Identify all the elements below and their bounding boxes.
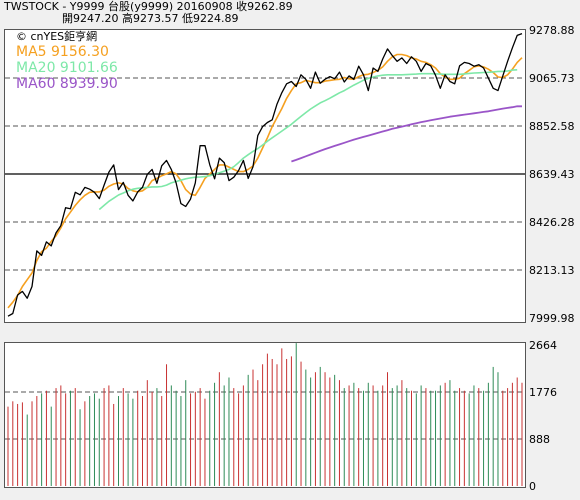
price-tick-label: 7999.98 bbox=[529, 312, 575, 325]
header-ohlc: 開9247.20 高9273.57 低9224.89 bbox=[62, 12, 239, 25]
volume-tick-label: 2664 bbox=[529, 339, 557, 352]
legend-ma60: MA60 8939.90 bbox=[16, 76, 118, 92]
price-tick-label: 8639.43 bbox=[529, 168, 575, 181]
volume-tick-label: 888 bbox=[529, 433, 550, 446]
price-tick-label: 9278.88 bbox=[529, 24, 575, 37]
series-ma20-line bbox=[98, 69, 518, 211]
volume-panel bbox=[4, 342, 526, 488]
legend-ma20: MA20 9101.66 bbox=[16, 60, 118, 76]
series-close-line bbox=[7, 32, 523, 317]
price-tick-label: 8426.28 bbox=[529, 216, 575, 229]
price-tick-label: 9065.73 bbox=[529, 72, 575, 85]
price-tick-label: 8213.13 bbox=[529, 264, 575, 277]
legend-ma5: MA5 9156.30 bbox=[16, 44, 109, 60]
series-ma60-line bbox=[291, 105, 522, 163]
watermark: © cnYES鉅亨網 bbox=[16, 29, 97, 43]
volume-tick-label: 0 bbox=[529, 480, 536, 493]
volume-tick-label: 1776 bbox=[529, 386, 557, 399]
price-tick-label: 8852.58 bbox=[529, 120, 575, 133]
header-title: TWSTOCK - Y9999 台股(y9999) 20160908 收9262… bbox=[4, 0, 293, 13]
